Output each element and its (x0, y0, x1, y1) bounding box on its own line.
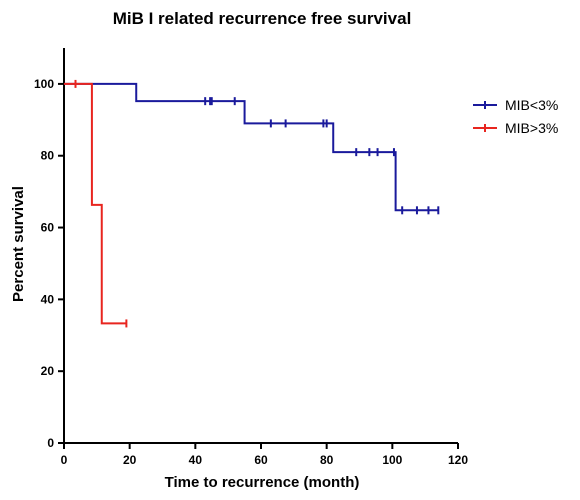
legend-item: MIB<3% (473, 97, 558, 113)
legend: MIB<3% MIB>3% (473, 97, 558, 136)
y-tick-label: 100 (34, 77, 54, 91)
series-layer (64, 79, 440, 328)
series-line (64, 82, 127, 325)
series-mib-high (64, 79, 128, 328)
x-tick-label: 60 (254, 453, 268, 467)
x-tick-label: 20 (123, 453, 137, 467)
x-tick-label: 120 (448, 453, 468, 467)
y-tick-label: 20 (41, 364, 55, 378)
x-tick-label: 80 (320, 453, 334, 467)
x-tick-label: 0 (61, 453, 68, 467)
legend-label: MIB>3% (505, 120, 558, 136)
x-axis-label: Time to recurrence (month) (165, 474, 360, 491)
x-tick-label: 40 (189, 453, 203, 467)
y-tick-label: 40 (41, 292, 55, 306)
y-axis-label: Percent survival (10, 186, 27, 302)
y-tick-label: 0 (47, 436, 54, 450)
y-tick-label: 80 (41, 149, 55, 163)
y-tick-label: 60 (41, 221, 55, 235)
chart-title: MiB I related recurrence free survival (113, 9, 412, 28)
x-tick-label: 100 (382, 453, 402, 467)
axes: 0 20 40 60 80 100 120 0 20 40 60 80 100 (34, 48, 468, 467)
legend-item: MIB>3% (473, 120, 558, 136)
series-mib-low (64, 82, 440, 215)
legend-label: MIB<3% (505, 97, 558, 113)
series-line (64, 82, 439, 212)
